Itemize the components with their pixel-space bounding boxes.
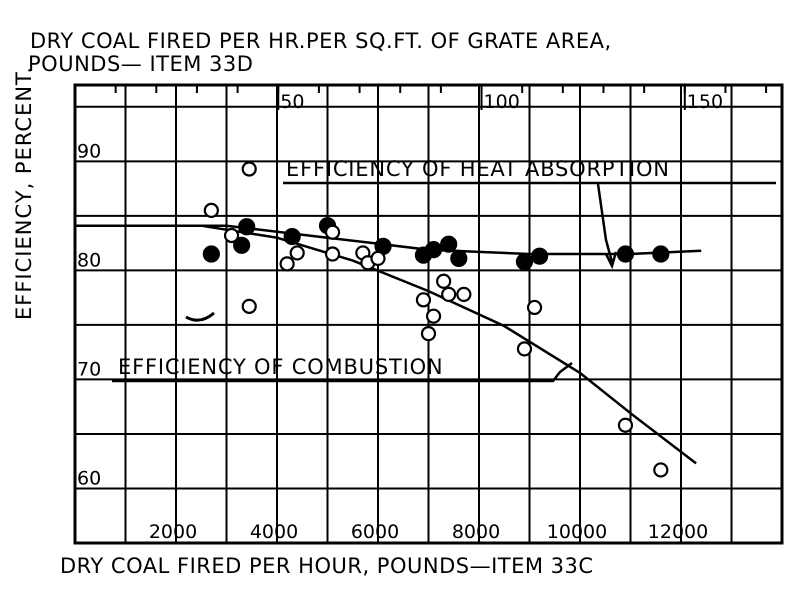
open-point xyxy=(436,273,452,289)
open-point xyxy=(289,245,305,261)
open-point xyxy=(241,161,257,177)
filled-point xyxy=(450,249,468,267)
annotation-leader xyxy=(596,183,614,263)
filled-point xyxy=(283,227,301,246)
x-tick-label: 8000 xyxy=(452,521,500,543)
open-point xyxy=(324,246,341,262)
top-axis-title-line-2: POUNDS— ITEM 33D xyxy=(28,52,254,76)
annotation-labels: EFFICIENCY OF HEAT ABSORPTION EFFICIENCY … xyxy=(112,157,776,383)
x-tick-label: 2000 xyxy=(149,521,197,543)
open-point xyxy=(653,462,669,478)
filled-point xyxy=(515,253,534,271)
annotation-heat-absorption: EFFICIENCY OF HEAT ABSORPTION xyxy=(286,157,670,181)
filled-point xyxy=(238,218,256,236)
open-point xyxy=(279,256,295,272)
axis-ticks: 2000 4000 6000 8000 10000 12000 60 70 80 90 50 100 1… xyxy=(77,85,768,543)
open-point xyxy=(370,250,386,266)
data-points xyxy=(202,161,670,478)
x-tick-label: 6000 xyxy=(351,521,399,543)
y-tick-label: 80 xyxy=(77,249,101,271)
top-axis-title-line-1: DRY COAL FIRED PER HR.PER SQ.FT. OF GRAT… xyxy=(30,29,612,53)
filled-point xyxy=(616,245,635,263)
filled-point xyxy=(202,245,220,263)
open-point xyxy=(415,292,432,308)
filled-point xyxy=(530,247,549,265)
open-point xyxy=(516,341,533,357)
plot-frame xyxy=(73,83,784,545)
open-point xyxy=(203,202,219,219)
x-tick-label: 4000 xyxy=(250,521,298,543)
top-tick-label: 50 xyxy=(280,91,304,113)
y-tick-label: 60 xyxy=(77,467,101,489)
y-tick-label: 90 xyxy=(77,140,101,162)
open-point xyxy=(441,286,457,302)
annotation-leader xyxy=(112,362,573,383)
open-point xyxy=(223,227,240,244)
filled-point xyxy=(233,236,251,254)
open-point xyxy=(241,298,257,314)
top-tick-label: 150 xyxy=(687,91,723,113)
stray-mark xyxy=(185,311,215,322)
open-point xyxy=(526,299,543,316)
open-point xyxy=(456,286,472,302)
annotation-combustion: EFFICIENCY OF COMBUSTION xyxy=(118,355,443,379)
filled-point xyxy=(652,245,670,263)
y-tick-label: 70 xyxy=(77,358,101,380)
open-point xyxy=(420,326,437,342)
chart-top-axis-title: DRY COAL FIRED PER HR.PER SQ.FT. OF GRAT… xyxy=(28,29,612,76)
filled-point xyxy=(440,235,458,253)
arrow-head xyxy=(604,251,618,270)
fit-lines xyxy=(75,224,702,465)
filled-point xyxy=(424,241,443,259)
top-tick-label: 100 xyxy=(484,91,520,113)
x-axis-title: DRY COAL FIRED PER HOUR, POUNDS—ITEM 33C xyxy=(60,554,594,578)
open-point xyxy=(617,417,634,433)
x-tick-label: 12000 xyxy=(648,521,708,543)
open-point xyxy=(425,308,442,324)
x-tick-label: 10000 xyxy=(547,521,607,543)
plot-border xyxy=(73,83,784,545)
open-point xyxy=(324,224,341,240)
